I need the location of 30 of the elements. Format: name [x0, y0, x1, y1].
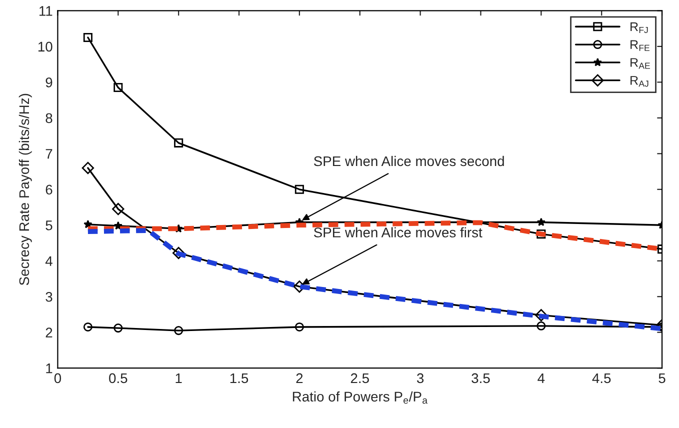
y-tick-label: 4 [45, 256, 52, 266]
y-tick-label: 9 [46, 78, 52, 88]
x-tick-label: 3.5 [472, 373, 490, 384]
x-tick-label: 0 [54, 373, 62, 384]
legend-label: R$_{AJ}$ [630, 76, 648, 87]
annotation: SPE when Alice moves first [314, 227, 482, 238]
x-tick-label: 0.5 [109, 373, 128, 384]
x-axis-title: Ratio of Powers P$_{e}$/P$_{a}$ [292, 391, 428, 404]
y-tick-label: 10 [38, 42, 52, 52]
legend-label: R$_{FJ}$ [630, 22, 648, 34]
y-tick-label: 7 [46, 149, 52, 159]
legend-label: R$_{AE}$ [630, 58, 650, 69]
y-tick-label: 3 [46, 292, 52, 302]
x-tick-label: 3 [416, 373, 424, 384]
y-axis-title: Secrecy Rate Payoff (bits/s/Hz) [18, 94, 32, 286]
x-tick-label: 4.5 [592, 373, 611, 384]
y-tick-label: 11 [39, 6, 52, 16]
y-tick-label: 1 [46, 364, 52, 374]
x-tick-label: 1 [176, 373, 182, 384]
legend-label: R$_{FE}$ [630, 40, 650, 51]
x-tick-label: 4 [538, 373, 545, 384]
x-tick-label: 1.5 [230, 373, 248, 384]
y-tick-label: 8 [46, 113, 52, 124]
x-tick-label: 2.5 [350, 373, 369, 384]
annotation: SPE when Alice moves second [314, 156, 504, 166]
y-tick-label: 6 [46, 184, 52, 195]
y-tick-label: 5 [46, 220, 52, 230]
x-tick-label: 5 [658, 373, 666, 384]
y-tick-label: 2 [46, 328, 52, 338]
x-tick-label: 2 [296, 373, 303, 384]
